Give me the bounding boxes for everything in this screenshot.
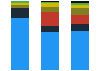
Bar: [41, 12, 59, 26]
Bar: [11, 1, 29, 3]
Bar: [71, 3, 89, 5]
Bar: [71, 5, 89, 8]
Bar: [11, 18, 29, 70]
Bar: [41, 32, 59, 70]
Bar: [41, 1, 59, 2]
Bar: [41, 3, 59, 7]
Bar: [71, 8, 89, 15]
Bar: [71, 15, 89, 24]
Bar: [41, 2, 59, 3]
Bar: [71, 24, 89, 31]
Bar: [11, 3, 29, 5]
Bar: [41, 7, 59, 12]
Bar: [41, 26, 59, 32]
Bar: [11, 8, 29, 18]
Bar: [71, 1, 89, 3]
Bar: [11, 5, 29, 8]
Bar: [71, 31, 89, 70]
